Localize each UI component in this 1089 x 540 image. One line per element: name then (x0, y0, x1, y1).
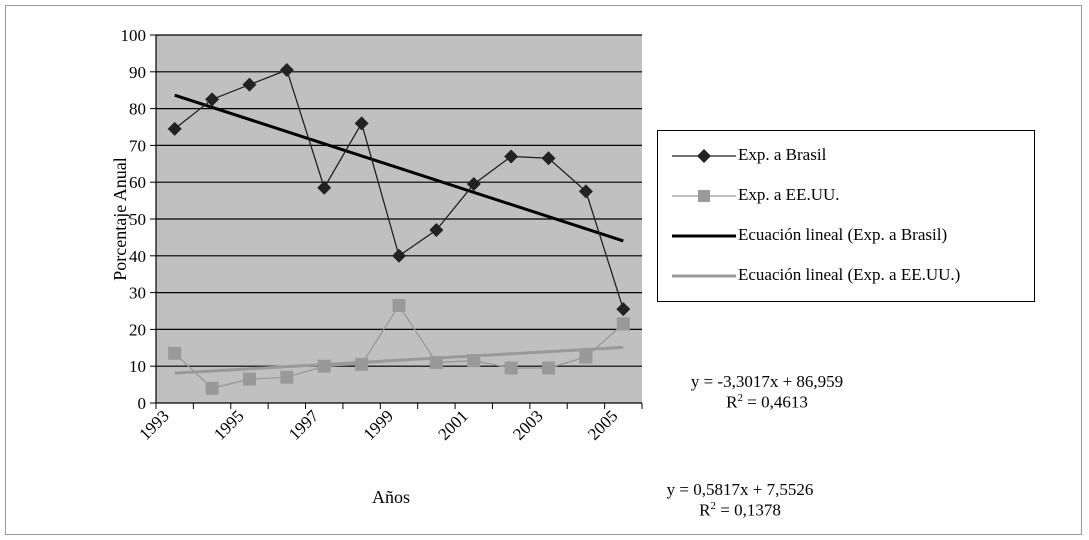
legend: Exp. a Brasil Exp. a EE.UU. Ecuación lin… (657, 130, 1035, 302)
point-eeuu-1994 (205, 381, 219, 395)
trendline-brasil (174, 93, 624, 243)
y-tick-label-20: 20 (129, 320, 146, 339)
legend-item-trend-eeuu: Ecuación lineal (Exp. a EE.UU.) (658, 259, 1034, 293)
gridlines (156, 34, 642, 367)
x-tick-label-1997: 1997 (285, 406, 323, 444)
legend-label-trend-eeuu: Ecuación lineal (Exp. a EE.UU.) (738, 265, 961, 284)
y-tick-label-30: 30 (129, 284, 146, 303)
y-axis-title: Porcentaje Anual (110, 157, 130, 280)
point-brasil-1994 (205, 92, 220, 107)
y-tick-label-0: 0 (138, 394, 147, 413)
point-brasil-2004 (578, 184, 593, 199)
point-brasil-2000 (429, 223, 444, 238)
point-eeuu-1997 (317, 359, 331, 373)
y-axis-ticks: 0 10 20 30 40 50 60 70 80 90 100 (121, 26, 156, 413)
point-eeuu-1998 (355, 357, 369, 371)
point-brasil-1995 (242, 77, 257, 92)
point-brasil-1998 (354, 116, 369, 131)
y-tick-label-10: 10 (129, 357, 146, 376)
x-axis-ticks: 1993 1995 1997 1999 2001 2003 2005 (135, 403, 643, 444)
y-tick-label-60: 60 (129, 173, 146, 192)
point-brasil-1996 (279, 62, 294, 77)
x-tick-label-2003: 2003 (509, 406, 546, 443)
x-tick-label-2001: 2001 (434, 406, 471, 443)
point-brasil-1997 (317, 180, 332, 195)
point-eeuu-1993 (168, 346, 182, 360)
y-tick-label-90: 90 (129, 63, 146, 82)
x-tick-label-1995: 1995 (210, 406, 247, 443)
legend-swatch-brasil (672, 149, 736, 163)
y-tick-label-70: 70 (129, 136, 146, 155)
legend-swatch-trend-brasil (672, 234, 736, 238)
equation-eeuu: y = 0,5817x + 7,5526 R2 = 0,1378 (640, 480, 840, 521)
y-tick-label-40: 40 (129, 247, 146, 266)
point-eeuu-1995 (242, 372, 256, 386)
point-brasil-1993 (167, 121, 182, 136)
series (167, 62, 631, 395)
equation-brasil-r2: R2 = 0,4613 (726, 392, 808, 412)
y-tick-label-80: 80 (129, 100, 146, 119)
point-eeuu-2000 (429, 356, 443, 370)
point-eeuu-2002 (504, 361, 518, 375)
legend-swatch-eeuu (672, 190, 736, 202)
y-tick-label-100: 100 (121, 26, 147, 45)
equation-eeuu-r2: R2 = 0,1378 (699, 500, 781, 520)
legend-swatch-trend-eeuu (672, 274, 736, 278)
x-tick-label-1999: 1999 (360, 406, 397, 443)
point-brasil-1999 (392, 248, 406, 263)
legend-label-brasil: Exp. a Brasil (738, 145, 827, 164)
point-brasil-2002 (504, 149, 519, 164)
point-brasil-2001 (466, 177, 481, 192)
chart-frame (5, 5, 1082, 535)
point-brasil-2003 (541, 151, 556, 166)
legend-item-brasil: Exp. a Brasil (658, 139, 1034, 173)
point-eeuu-2001 (467, 354, 481, 368)
trendlines (174, 93, 624, 375)
point-brasil-2005 (616, 302, 631, 317)
y-tick-label-50: 50 (129, 210, 146, 229)
trendline-eeuu (174, 345, 624, 375)
x-axis-title: Años (372, 487, 410, 507)
point-eeuu-2003 (542, 361, 556, 375)
point-eeuu-1996 (280, 370, 294, 384)
legend-item-eeuu: Exp. a EE.UU. (658, 179, 1034, 213)
x-tick-label-2005: 2005 (584, 406, 621, 443)
equation-eeuu-formula: y = 0,5817x + 7,5526 (666, 480, 814, 499)
legend-item-trend-brasil: Ecuación lineal (Exp. a Brasil) (658, 219, 1034, 253)
point-eeuu-1999 (392, 298, 406, 312)
point-eeuu-2005 (616, 317, 630, 331)
equation-brasil: y = -3,3017x + 86,959 R2 = 0,4613 (667, 372, 867, 413)
legend-label-trend-brasil: Ecuación lineal (Exp. a Brasil) (738, 225, 948, 244)
point-eeuu-2004 (579, 350, 593, 364)
legend-label-eeuu: Exp. a EE.UU. (738, 185, 840, 204)
equation-brasil-formula: y = -3,3017x + 86,959 (690, 372, 844, 391)
